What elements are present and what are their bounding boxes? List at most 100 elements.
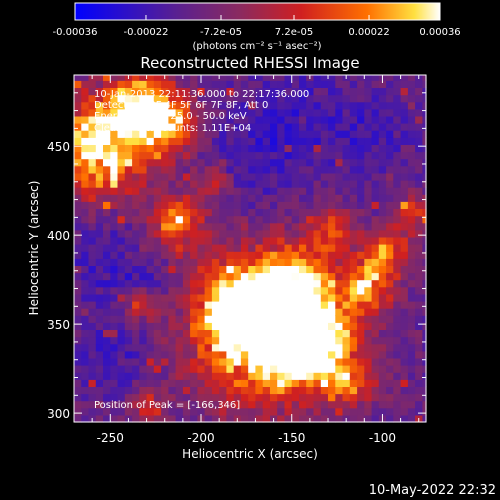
heatmap-pixel [364,87,373,96]
heatmap-pixel [233,322,242,330]
heatmap-pixel [124,258,133,266]
heatmap-pixel [306,251,315,259]
heatmap-pixel [233,137,242,145]
heatmap-pixel [407,400,416,409]
heatmap-pixel [204,80,213,88]
heatmap-pixel [110,393,119,402]
heatmap-pixel [270,215,278,224]
heatmap-pixel [248,343,257,352]
heatmap-pixel [146,400,155,409]
heatmap-pixel [103,222,111,231]
annotation-energy-range: Energy Range: 25.0 - 50.0 keV [94,111,247,122]
heatmap-pixel [103,322,111,330]
heatmap-pixel [400,222,409,231]
heatmap-pixel [277,215,286,224]
heatmap-pixel [240,386,249,395]
heatmap-pixel [110,365,119,373]
heatmap-pixel [342,400,351,409]
heatmap-pixel [204,251,213,259]
heatmap-pixel [255,158,264,167]
heatmap-pixel [371,244,380,252]
heatmap-pixel [407,165,416,174]
heatmap-pixel [117,187,126,195]
heatmap-pixel [364,215,373,224]
heatmap-pixel [299,251,307,259]
heatmap-pixel [153,286,162,295]
heatmap-pixel [204,194,213,202]
heatmap-pixel [139,187,148,195]
heatmap-pixel [248,123,257,131]
heatmap-pixel [277,187,286,195]
heatmap-pixel [139,258,148,266]
heatmap-pixel [190,75,198,81]
heatmap-pixel [204,187,213,195]
heatmap-pixel [299,322,307,330]
heatmap-pixel [226,222,235,231]
heatmap-pixel [103,194,111,202]
heatmap-pixel [284,215,293,224]
heatmap-pixel [110,144,119,153]
heatmap-pixel [371,172,380,181]
heatmap-pixel [153,194,162,202]
heatmap-pixel [342,322,351,330]
heatmap-pixel [415,244,423,252]
heatmap-pixel [161,393,169,402]
heatmap-pixel [219,194,228,202]
heatmap-pixel [190,386,198,395]
heatmap-pixel [335,400,344,409]
heatmap-pixel [371,322,380,330]
heatmap-pixel [407,108,416,117]
heatmap-pixel [146,115,155,124]
heatmap-pixel [139,158,148,167]
heatmap-pixel [226,158,235,167]
heatmap-pixel [168,286,177,295]
heatmap-pixel [284,322,293,330]
heatmap-pixel [386,108,394,117]
heatmap-pixel [211,180,220,188]
heatmap-pixel [299,393,307,402]
heatmap-pixel [233,272,242,281]
heatmap-pixel [270,286,278,295]
heatmap-pixel [124,165,133,174]
heatmap-pixel [407,343,416,352]
heatmap-pixel [175,101,184,110]
heatmap-pixel [393,137,402,145]
heatmap-pixel [153,158,162,167]
heatmap-pixel [393,80,402,88]
heatmap-pixel [117,379,126,387]
heatmap-pixel [284,94,293,103]
heatmap-pixel [233,165,242,174]
heatmap-pixel [211,123,220,131]
heatmap-pixel [335,372,344,380]
heatmap-pixel [291,123,300,131]
heatmap-pixel [81,201,90,209]
heatmap-pixel [378,315,387,323]
heatmap-pixel [190,308,198,316]
heatmap-pixel [320,158,329,167]
heatmap-pixel [233,372,242,380]
heatmap-pixel [378,407,387,416]
heatmap-pixel [190,108,198,117]
heatmap-pixel [204,244,213,252]
heatmap-pixel [219,158,228,167]
heatmap-pixel [103,414,111,423]
heatmap-pixel [284,80,293,88]
heatmap-pixel [182,258,191,266]
heatmap-pixel [117,75,126,81]
heatmap-pixel [219,343,228,352]
heatmap-pixel [386,286,394,295]
heatmap-pixel [226,329,235,338]
heatmap-pixel [393,187,402,195]
heatmap-pixel [175,308,184,316]
heatmap-pixel [328,215,336,224]
heatmap-pixel [335,144,344,153]
heatmap-pixel [407,322,416,330]
heatmap-pixel [422,94,427,103]
heatmap-pixel [211,87,220,96]
heatmap-pixel [81,407,90,416]
heatmap-pixel [233,151,242,160]
heatmap-pixel [255,137,264,145]
heatmap-pixel [117,151,126,160]
heatmap-pixel [364,372,373,380]
heatmap-pixel [240,414,249,423]
